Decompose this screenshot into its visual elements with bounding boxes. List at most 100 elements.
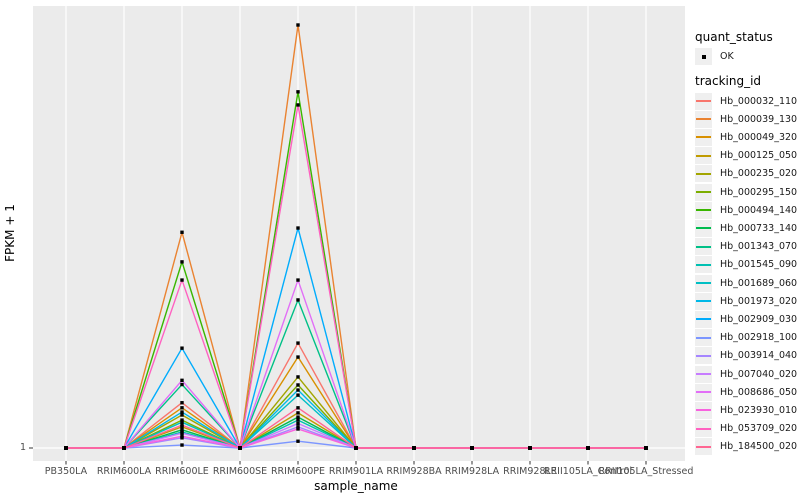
data-point: [180, 382, 184, 387]
legend-key-box: [695, 329, 712, 347]
line-swatch-icon: [696, 445, 711, 448]
legend-item-label: Hb_000039_130: [720, 113, 798, 125]
legend-item-label: Hb_000032_110: [720, 95, 798, 107]
x-tick-label-RRII105LA_Stressed: RRII105LA_Stressed: [598, 466, 694, 477]
data-point: [180, 443, 184, 447]
legend-item-label: Hb_002909_030: [720, 313, 798, 325]
panel-background: [33, 6, 685, 461]
y-axis-title: FPKM + 1: [3, 204, 17, 262]
legend-item-label: Hb_003914_040: [720, 350, 798, 362]
legend-item-label: Hb_184500_020: [720, 441, 798, 453]
x-tick-label-RRIM600PE: RRIM600PE: [270, 466, 326, 477]
line-swatch-icon: [696, 300, 711, 303]
data-point: [296, 388, 300, 392]
data-point: [180, 434, 184, 438]
data-point: [296, 427, 300, 431]
data-point: [180, 406, 184, 410]
line-swatch-icon: [696, 154, 711, 157]
legend-key-box: [695, 165, 712, 183]
x-tick-label-RRIM928BA: RRIM928BA: [386, 466, 442, 477]
legend-key-box: [695, 365, 712, 383]
data-point: [296, 103, 300, 107]
data-point: [180, 260, 184, 264]
legend-item-label: Hb_023930_010: [720, 404, 798, 416]
data-point: [296, 415, 300, 419]
data-point: [180, 278, 184, 282]
data-point: [470, 446, 474, 450]
data-point: [412, 446, 416, 450]
data-point: [296, 278, 300, 282]
data-point: [296, 411, 300, 415]
legend-key-box: [695, 383, 712, 401]
black-point-icon: [701, 54, 706, 59]
legend-key-box: [695, 438, 712, 456]
data-point: [586, 446, 590, 450]
data-point: [296, 90, 300, 94]
data-point: [180, 431, 184, 435]
data-point: [180, 346, 184, 350]
line-swatch-icon: [696, 427, 711, 430]
legend-key-box: [695, 201, 712, 219]
data-point: [296, 383, 300, 387]
line-swatch-icon: [696, 373, 711, 375]
y-tick-label: 1: [19, 442, 26, 453]
legend-item-label: Hb_053709_020: [720, 423, 798, 435]
legend-item-label: Hb_000295_150: [720, 186, 798, 198]
line-swatch-icon: [696, 282, 711, 284]
legend-item-label: Hb_000733_140: [720, 222, 798, 234]
data-point: [354, 446, 358, 450]
legend-item-label: Hb_002918_100: [720, 332, 798, 344]
x-tick-label-RRIM600LE: RRIM600LE: [155, 466, 209, 477]
data-point: [180, 230, 184, 234]
legend-item-label: Hb_000494_140: [720, 204, 798, 216]
line-swatch-icon: [696, 245, 711, 248]
line-swatch-icon: [696, 409, 711, 412]
data-point: [180, 410, 184, 414]
line-swatch-icon: [696, 354, 711, 357]
legend-key-box: [695, 401, 712, 419]
legend-key-box: [695, 274, 712, 292]
x-tick-label-RRIM928LA: RRIM928LA: [444, 466, 500, 477]
line-swatch-icon: [696, 263, 711, 266]
data-point: [180, 423, 184, 427]
line-swatch-icon: [696, 391, 711, 394]
line-swatch-icon: [696, 172, 711, 175]
data-point: [64, 446, 68, 450]
data-point: [296, 421, 300, 426]
legend-key-box: [695, 292, 712, 310]
line-swatch-icon: [696, 318, 711, 321]
data-point: [180, 378, 184, 383]
legend-key-box: [695, 310, 712, 328]
line-swatch-icon: [696, 209, 711, 212]
legend-item-label: Hb_000125_050: [720, 150, 798, 162]
legend-key-box: [695, 347, 712, 365]
legend-key-box: [695, 183, 712, 201]
legend-item-label: Hb_007040_020: [720, 368, 798, 380]
data-point: [644, 446, 648, 450]
legend-title-tracking-id: tracking_id: [695, 74, 762, 88]
legend-key-box: [695, 110, 712, 128]
x-tick-label-RRIM901LA: RRIM901LA: [328, 466, 384, 477]
data-point: [296, 23, 300, 27]
legend-item-label: Hb_001973_020: [720, 295, 798, 307]
data-point: [296, 393, 300, 397]
line-swatch-icon: [696, 227, 711, 230]
legend-item-label: Hb_008686_050: [720, 386, 798, 398]
legend-item-label: Hb_000235_020: [720, 168, 798, 180]
x-tick-label-PB350LA: PB350LA: [44, 466, 88, 477]
data-point: [296, 226, 300, 230]
data-point: [296, 425, 300, 429]
line-swatch-icon: [696, 336, 711, 339]
data-point: [180, 428, 184, 432]
legend-key-box: [695, 128, 712, 146]
legend-key-box: [695, 147, 712, 165]
legend-title-quant-status: quant_status: [695, 30, 773, 44]
data-point: [180, 420, 184, 424]
legend-key-box: [695, 420, 712, 438]
data-point: [238, 446, 242, 450]
line-swatch-icon: [696, 118, 711, 121]
x-tick-label-RRIM928LE: RRIM928LE: [503, 466, 557, 477]
legend-item-label: Hb_000049_320: [720, 131, 798, 143]
